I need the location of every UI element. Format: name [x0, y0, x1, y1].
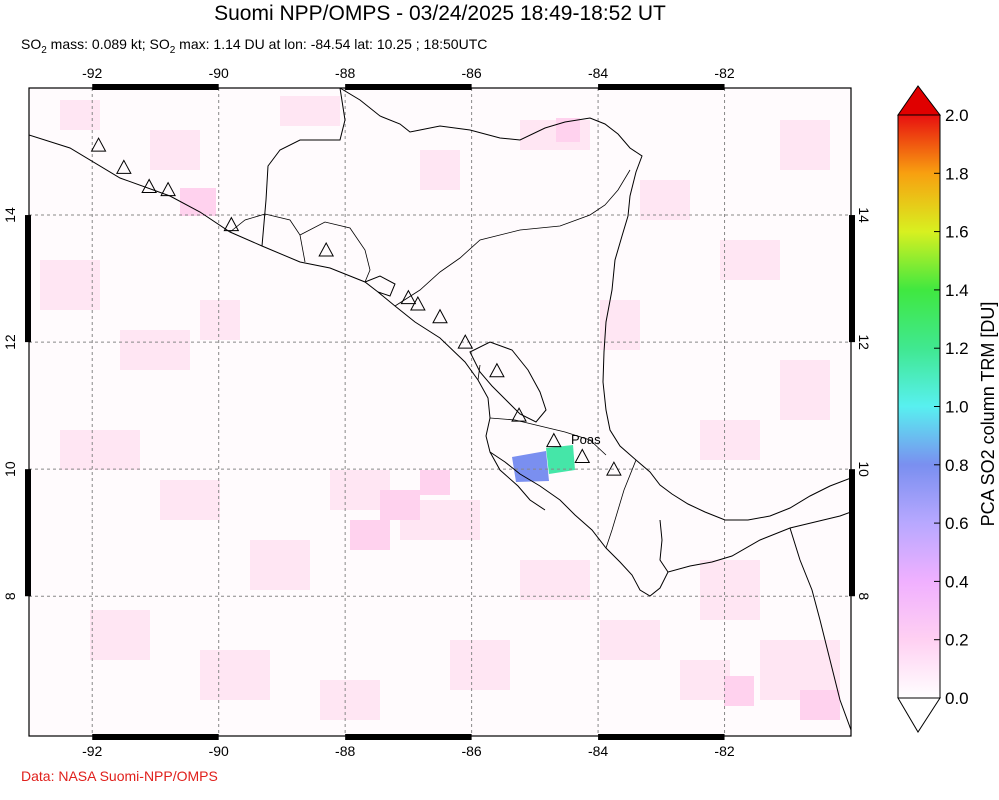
- volcano-icon: [511, 407, 527, 422]
- volcano-icon: [606, 461, 622, 476]
- volcano-icon: [545, 432, 562, 448]
- lat-tick-label-right: 12: [856, 334, 872, 350]
- volcano-icon: [318, 241, 335, 257]
- colorbar-tick-label: 0.0: [945, 689, 969, 708]
- lon-tick-label-bottom: -84: [588, 743, 608, 759]
- volcano-icon: [160, 181, 176, 197]
- frame-bar-right: [849, 469, 855, 597]
- colorbar-tick-label: 1.2: [945, 339, 969, 358]
- data-credit: Data: NASA Suomi-NPP/OMPS: [21, 768, 218, 784]
- lat-tick-label-left: 14: [2, 207, 18, 223]
- colorbar-min-arrow: [897, 697, 941, 733]
- lon-tick-label-top: -90: [209, 65, 229, 81]
- colorbar-label: PCA SO2 column TRM [DU]: [978, 302, 998, 527]
- volcano-icon: [457, 334, 474, 349]
- colorbar-gradient: [897, 114, 941, 699]
- colorbar-tick-label: 1.8: [945, 164, 969, 183]
- colorbar-tick-label: 1.6: [945, 223, 969, 242]
- lat-tick-label-right: 8: [856, 592, 872, 600]
- lon-tick-label-bottom: -88: [335, 743, 355, 759]
- map-frame-bars: [25, 84, 855, 740]
- so2-field: [40, 96, 840, 720]
- lon-tick-label-top: -82: [714, 65, 734, 81]
- volcano-icon: [90, 137, 107, 152]
- lat-tick-label-left: 12: [2, 334, 18, 350]
- frame-bar-left: [25, 469, 31, 597]
- colorbar-tick-label: 0.6: [945, 514, 969, 533]
- lon-tick-label-top: -84: [588, 65, 608, 81]
- colorbar-tick-label: 1.0: [945, 398, 969, 417]
- lat-tick-label-left: 10: [2, 461, 18, 477]
- colorbar-tick-label: 2.0: [945, 106, 969, 125]
- subtitle: SO2 mass: 0.089 kt; SO2 max: 1.14 DU at …: [21, 36, 488, 56]
- frame-bar-top: [92, 84, 219, 90]
- volcano-icon: [432, 308, 448, 324]
- coastlines: [29, 88, 851, 731]
- colorbar-tick-label: 0.8: [945, 456, 969, 475]
- volcano-icon: [574, 448, 591, 463]
- frame-bar-bottom: [345, 734, 472, 740]
- lon-tick-label-top: -88: [335, 65, 355, 81]
- frame-bar-top: [598, 84, 725, 90]
- frame-bar-left: [25, 215, 31, 343]
- volcano-icon: [223, 216, 240, 232]
- volcano-icon: [489, 362, 505, 378]
- lon-tick-label-bottom: -82: [714, 743, 734, 759]
- colorbar-max-arrow: [897, 85, 942, 116]
- colorbar: 2.0 1.8 1.6 1.4 1.2 1.0 0.8 0.6 0.4 0.2 0.0 PCA SO…: [897, 85, 998, 733]
- country-borders: [229, 169, 637, 549]
- volcano-label-poas: Poas: [571, 432, 601, 447]
- lon-tick-label-bottom: -86: [461, 743, 481, 759]
- axis-labels: -92 -92 -90 -90 -88 -88 -86 -86 -84 -84 -82 -82 14 14…: [2, 65, 872, 759]
- lon-tick-label-bottom: -92: [82, 743, 102, 759]
- lat-tick-label-right: 14: [856, 207, 872, 223]
- lon-tick-label-top: -92: [82, 65, 102, 81]
- volcano-icon: [116, 159, 132, 174]
- frame-bar-right: [849, 215, 855, 343]
- lat-tick-label-left: 8: [2, 592, 18, 600]
- volcano-markers: [90, 137, 622, 476]
- map-grid: [29, 88, 851, 736]
- colorbar-tick-label: 1.4: [945, 281, 969, 300]
- volcano-icon: [410, 295, 426, 311]
- volcano-icon: [141, 178, 157, 193]
- frame-bar-bottom: [92, 734, 219, 740]
- colorbar-tick-label: 0.2: [945, 631, 969, 650]
- frame-bar-top: [345, 84, 472, 90]
- page-title: Suomi NPP/OMPS - 03/24/2025 18:49-18:52 …: [214, 2, 666, 25]
- colorbar-tick-label: 0.4: [945, 572, 969, 591]
- frame-bar-bottom: [598, 734, 725, 740]
- so2-hotspot-green: [546, 445, 575, 474]
- lon-tick-label-top: -86: [461, 65, 481, 81]
- lat-tick-label-right: 10: [856, 461, 872, 477]
- lon-tick-label-bottom: -90: [209, 743, 229, 759]
- volcano-icon: [400, 289, 417, 305]
